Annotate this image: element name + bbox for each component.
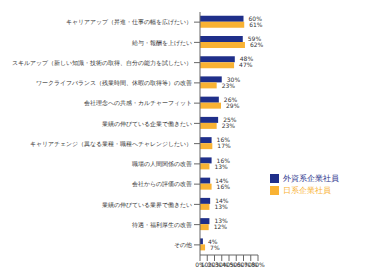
svg-text:23%: 23% [222,82,236,89]
svg-text:13%: 13% [214,163,228,170]
svg-text:会社理念への共感・カルチャーフィット: 会社理念への共感・カルチャーフィット [84,99,192,106]
svg-text:14%: 14% [215,197,229,204]
svg-text:29%: 29% [226,102,240,109]
svg-text:47%: 47% [239,61,253,68]
svg-text:16%: 16% [216,156,230,164]
svg-text:48%: 48% [239,55,254,63]
svg-text:待遇・福利厚生の改善: 待遇・福利厚生の改善 [132,221,192,228]
svg-text:62%: 62% [250,41,264,48]
svg-text:スキルアップ（新しい知識・技術の取得、自分の能力を試したい）: スキルアップ（新しい知識・技術の取得、自分の能力を試したい） [12,59,192,67]
svg-text:給与・報酬を上げたい: 給与・報酬を上げたい [131,39,192,47]
svg-text:ワークライフバランス（残業時間、休暇の取得等）の改善: ワークライフバランス（残業時間、休暇の取得等）の改善 [36,79,192,87]
svg-text:13%: 13% [214,203,228,210]
svg-text:4%: 4% [207,237,218,245]
svg-text:16%: 16% [217,183,231,190]
svg-text:59%: 59% [247,35,262,42]
svg-text:職場の人間関係の改善: 職場の人間関係の改善 [132,160,192,167]
svg-text:25%: 25% [223,116,237,123]
svg-text:30%: 30% [226,75,241,83]
svg-text:26%: 26% [223,95,238,103]
svg-text:キャリアチェンジ（異なる業種・職種へチャレンジしたい）: キャリアチェンジ（異なる業種・職種へチャレンジしたい） [30,140,192,148]
svg-text:会社からの評価の改善: 会社からの評価の改善 [132,180,192,187]
svg-text:60%: 60% [248,14,262,22]
svg-text:23%: 23% [222,122,236,129]
svg-text:80%: 80% [251,261,265,268]
svg-text:その他: その他 [174,241,192,249]
svg-text:17%: 17% [217,142,231,149]
svg-text:16%: 16% [216,136,230,144]
svg-text:61%: 61% [249,21,263,28]
svg-text:7%: 7% [210,244,220,251]
html-text:外資系企業社員: 外資系企業社員 [283,174,339,183]
svg-text:業績の伸びている業界で働きたい: 業績の伸びている業界で働きたい [102,201,192,209]
svg-text:キャリアアップ（昇進・仕事の幅を広げたい）: キャリアアップ（昇進・仕事の幅を広げたい） [66,18,192,26]
svg-text:14%: 14% [215,176,229,184]
svg-text:13%: 13% [214,217,228,225]
svg-text:業績の伸びている企業で働きたい: 業績の伸びている企業で働きたい [102,120,192,128]
svg-text:12%: 12% [214,223,228,230]
html-text:日系企業社員: 日系企業社員 [283,186,331,195]
